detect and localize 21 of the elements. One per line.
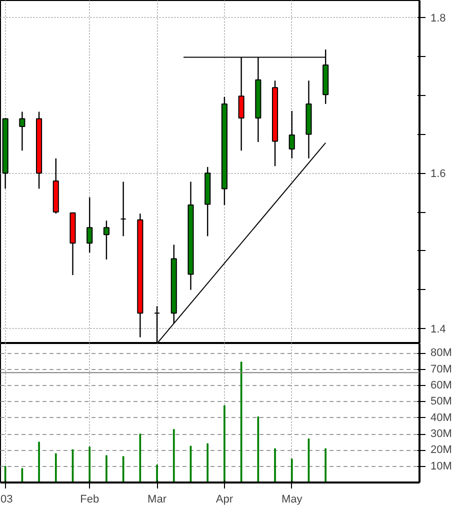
y-tick-label: 40M (430, 412, 452, 424)
y-tick-label: 70M (430, 363, 452, 376)
x-tick-label: Feb (80, 494, 100, 506)
y-tick-label: 20M (430, 444, 452, 456)
y-tick-label: 50M (430, 396, 452, 408)
candlestick (288, 110, 295, 159)
candlestick (86, 196, 93, 254)
candlestick (120, 181, 126, 237)
x-tick-label: 03 (0, 494, 13, 506)
x-tick-label: Apr (216, 494, 234, 506)
x-tick-label: May (281, 494, 303, 506)
y-tick-label: 10M (430, 460, 452, 472)
y-tick-label: 30M (430, 428, 452, 440)
y-tick-label: 1.8 (430, 12, 446, 25)
y-tick-label: 1.6 (430, 168, 446, 180)
candlestick (19, 111, 26, 152)
candlestick (103, 220, 110, 260)
y-tick-label: 60M (430, 380, 452, 392)
y-tick-label: 80M (430, 347, 452, 360)
y-tick-label: 1.4 (430, 324, 446, 336)
x-tick-label: Mar (148, 494, 167, 506)
